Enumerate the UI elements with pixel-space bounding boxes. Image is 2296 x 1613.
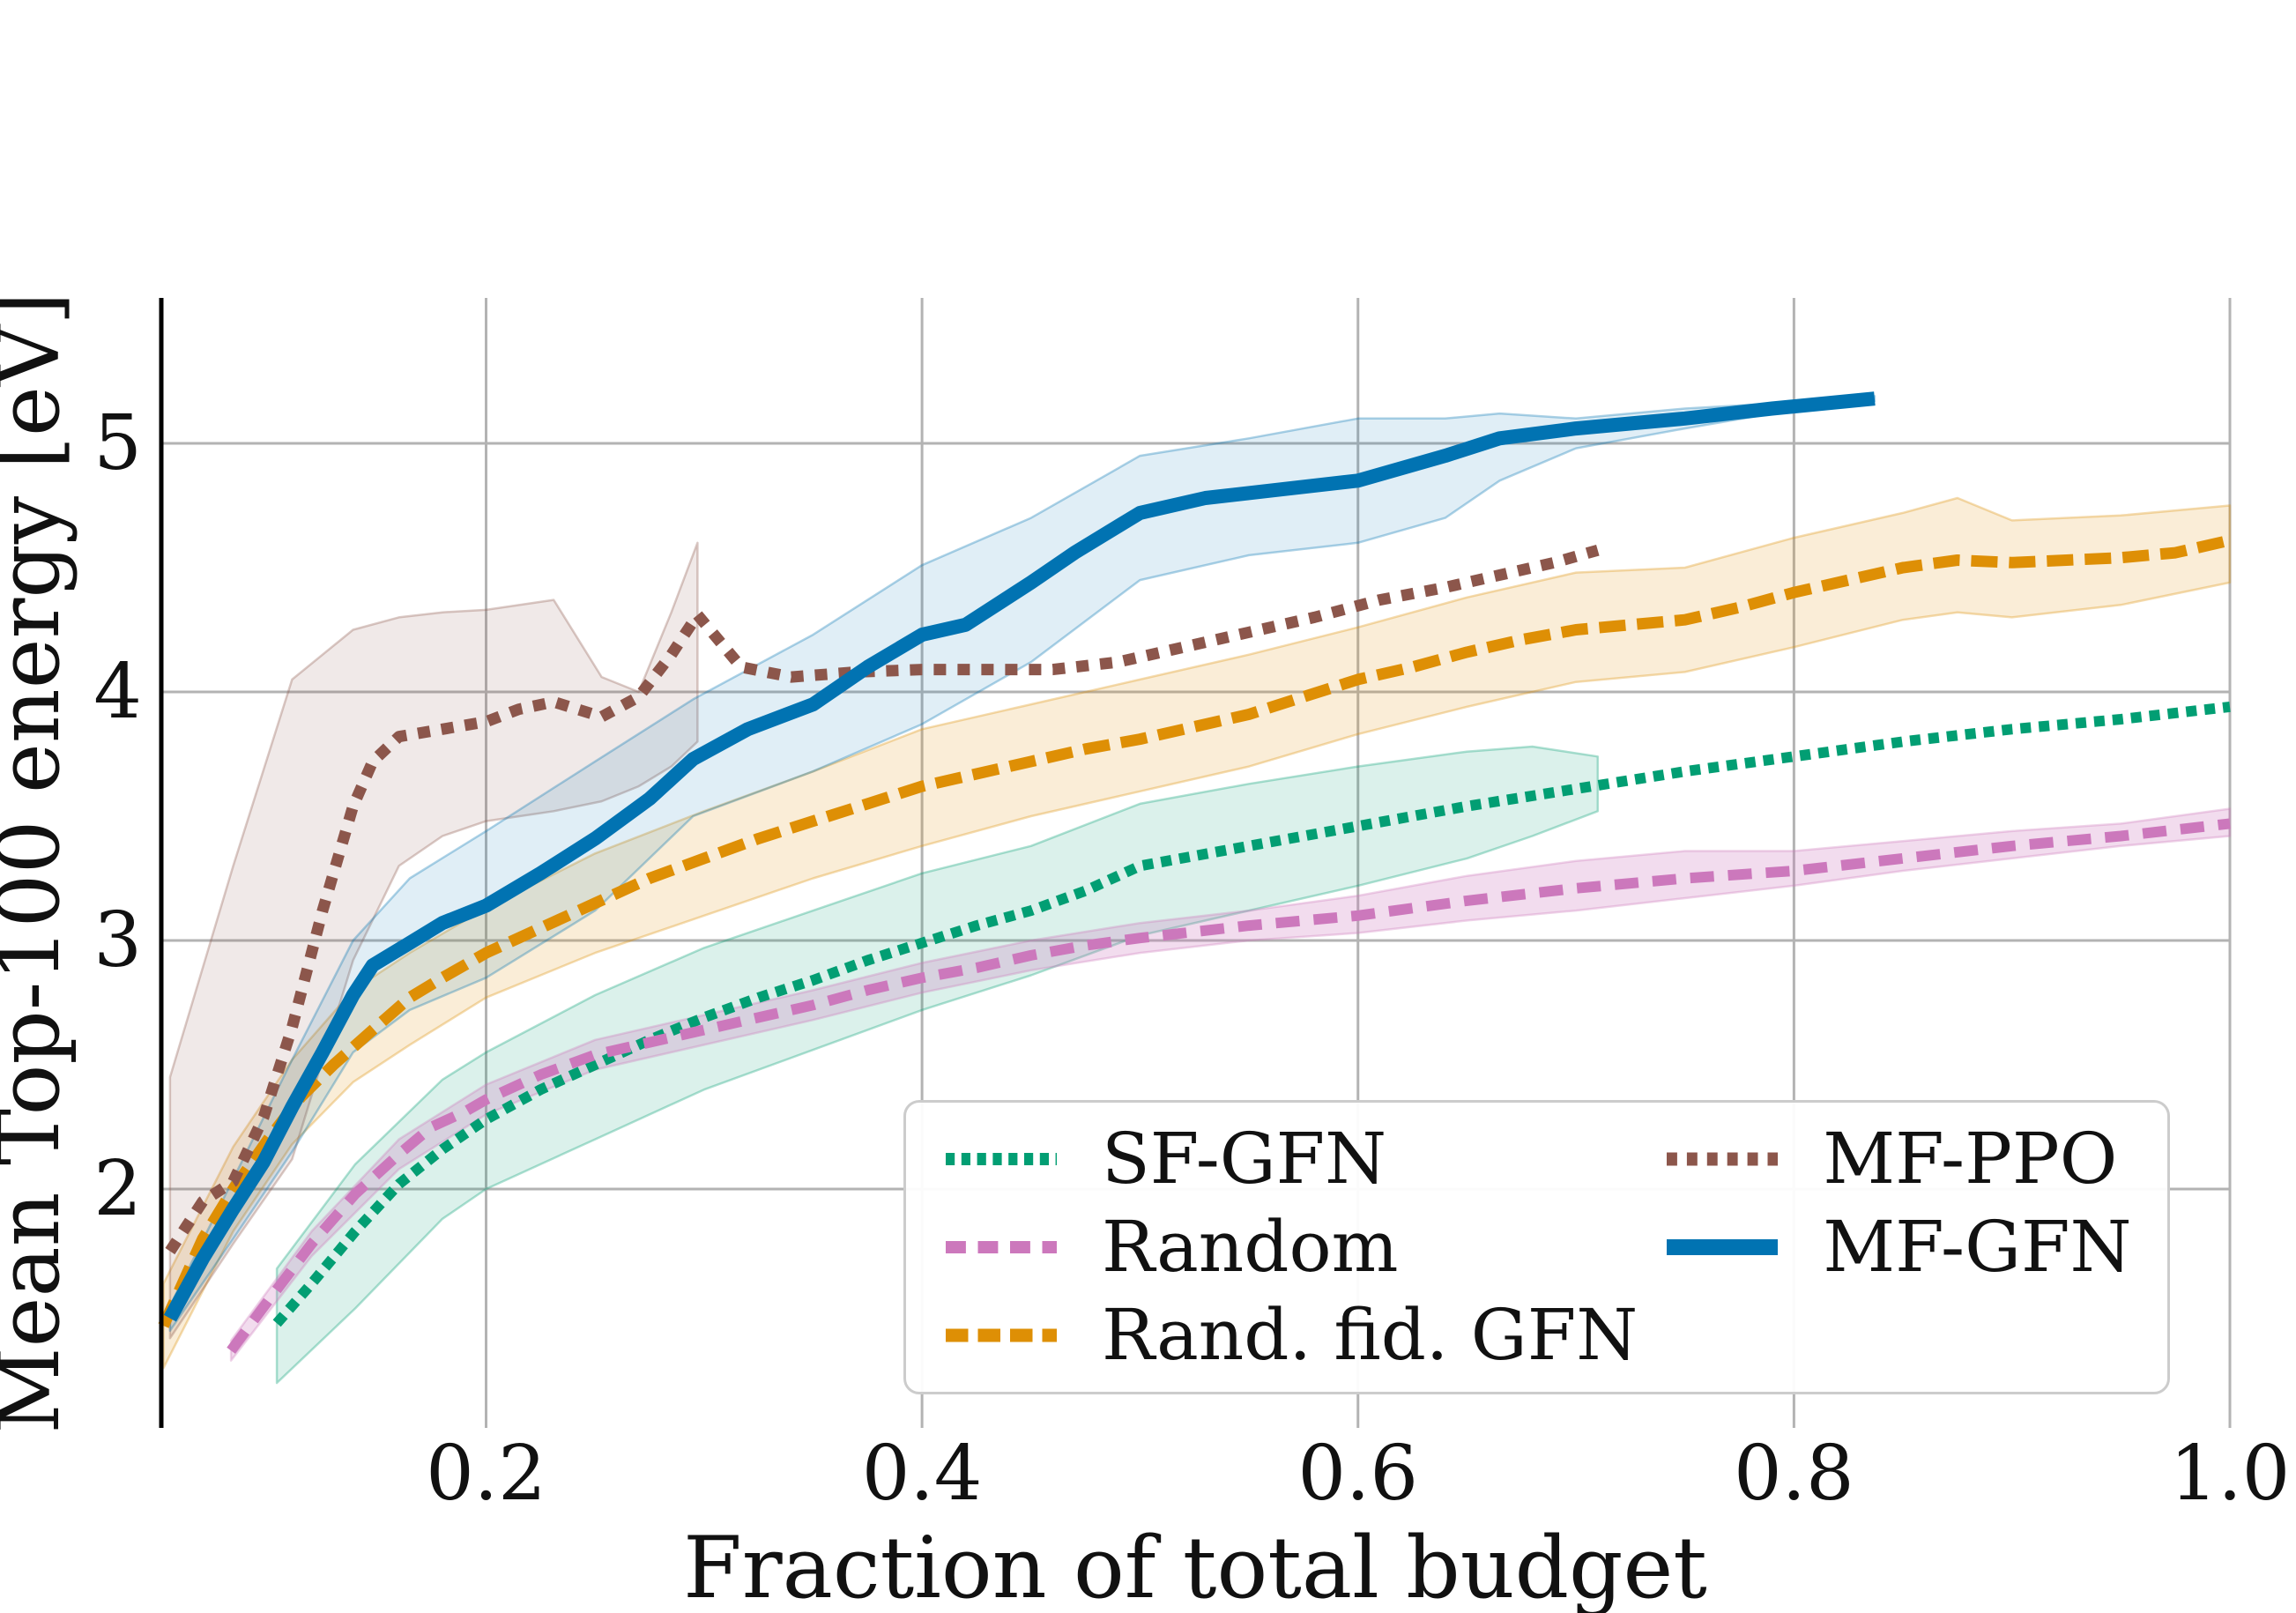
mf-gfn-line-swatch — [1667, 1239, 1779, 1255]
y-tick-label-3: 5 — [93, 399, 142, 487]
legend-label-random: Random — [1102, 1206, 1399, 1288]
rand-fid-gfn-line-swatch — [946, 1328, 1057, 1342]
sf-gfn-line-swatch — [946, 1153, 1057, 1165]
tick-label-layer: 0.2 0.4 0.6 0.8 1.0 2 3 4 5 — [93, 399, 2290, 1518]
legend-item-random: Random — [943, 1212, 1638, 1282]
y-tick-label-1: 3 — [93, 896, 142, 985]
series-line-random — [227, 818, 2231, 1354]
series-band-random — [229, 807, 2232, 1362]
y-axis-label: Mean Top-100 energy [eV] — [0, 292, 78, 1433]
legend-item-mf-ppo: MF-PPO — [1664, 1124, 2131, 1194]
legend-label-sf-gfn: SF-GFN — [1102, 1118, 1387, 1200]
series-band-mf-ppo — [168, 541, 699, 1340]
series-band-rand-fid-gfn — [162, 496, 2232, 1370]
series-band-sf-gfn — [275, 745, 1600, 1385]
x-tick-label-2: 0.6 — [1297, 1430, 1418, 1518]
random-line-swatch — [946, 1241, 1057, 1253]
legend-item-rand-fid-gfn: Rand. fid. GFN — [943, 1300, 1638, 1371]
legend-label-rand-fid-gfn: Rand. fid. GFN — [1102, 1294, 1638, 1376]
x-axis-label: Fraction of total budget — [683, 1519, 1707, 1613]
x-tick-label-4: 1.0 — [2170, 1430, 2291, 1518]
y-tick-label-0: 2 — [93, 1145, 142, 1233]
series-line-layer — [158, 391, 2232, 1354]
legend-label-mf-ppo: MF-PPO — [1823, 1118, 2118, 1200]
legend-item-mf-gfn: MF-GFN — [1664, 1212, 2131, 1282]
legend-item-sf-gfn: SF-GFN — [943, 1124, 1638, 1194]
mf-ppo-line-swatch — [1667, 1152, 1779, 1166]
series-line-mf-gfn — [163, 391, 1876, 1322]
x-tick-label-1: 0.4 — [862, 1430, 983, 1518]
x-tick-label-3: 0.8 — [1734, 1430, 1854, 1518]
legend-label-mf-gfn: MF-GFN — [1823, 1206, 2132, 1288]
series-line-sf-gfn — [272, 701, 2231, 1327]
legend: SF-GFN Random Rand. fid. GFN MF-PPO MF-G… — [903, 1100, 2170, 1394]
y-tick-label-2: 4 — [93, 648, 142, 736]
x-tick-label-0: 0.2 — [426, 1430, 546, 1518]
